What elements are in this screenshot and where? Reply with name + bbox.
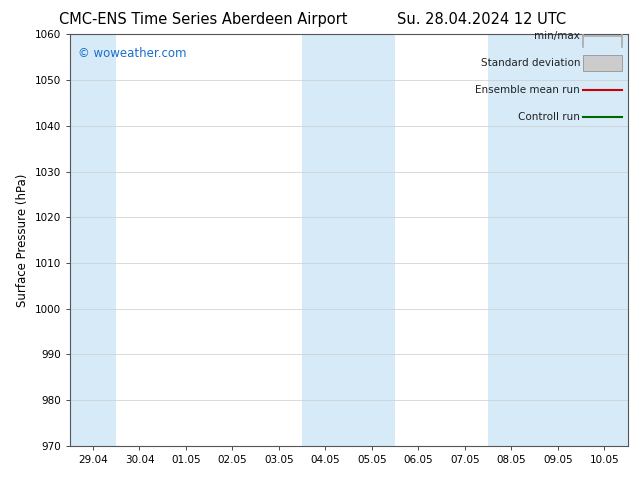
Text: Standard deviation: Standard deviation (481, 58, 580, 68)
Text: Ensemble mean run: Ensemble mean run (476, 85, 580, 95)
Text: Su. 28.04.2024 12 UTC: Su. 28.04.2024 12 UTC (398, 12, 566, 27)
Bar (488, 34, 628, 446)
Bar (70, 34, 116, 446)
Text: min/max: min/max (534, 31, 580, 41)
Y-axis label: Surface Pressure (hPa): Surface Pressure (hPa) (16, 173, 29, 307)
Bar (583, 55, 622, 72)
Bar (302, 34, 395, 446)
Text: © woweather.com: © woweather.com (78, 47, 186, 60)
Text: Controll run: Controll run (519, 112, 580, 122)
Text: CMC-ENS Time Series Aberdeen Airport: CMC-ENS Time Series Aberdeen Airport (58, 12, 347, 27)
